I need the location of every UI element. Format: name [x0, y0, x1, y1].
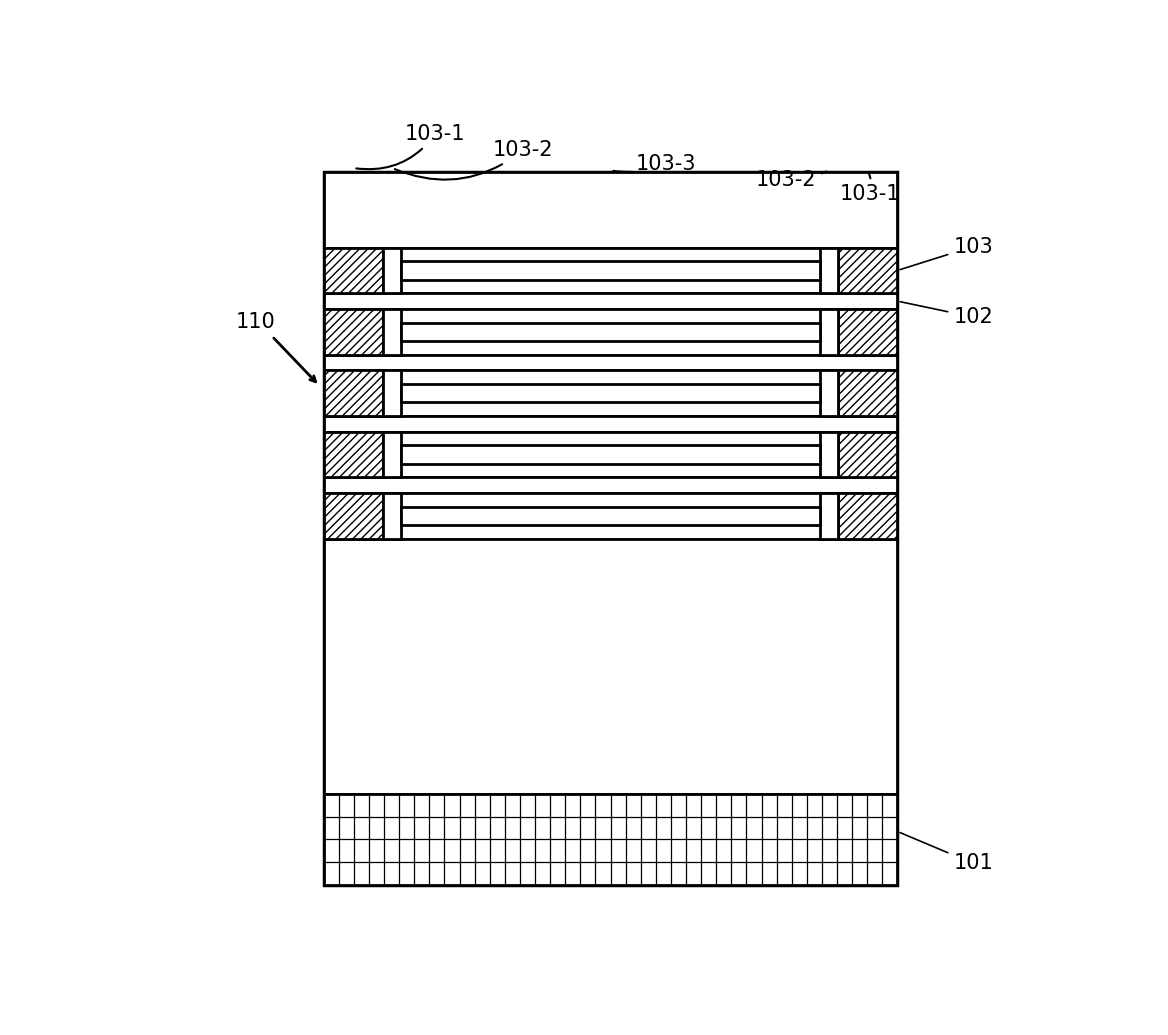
- Bar: [820, 494, 837, 538]
- Bar: [324, 309, 383, 355]
- Bar: [383, 309, 401, 355]
- Bar: [401, 262, 820, 279]
- Bar: [324, 432, 383, 477]
- Bar: [324, 172, 897, 885]
- Bar: [324, 494, 897, 538]
- Bar: [324, 416, 897, 432]
- Bar: [324, 371, 383, 416]
- Bar: [324, 477, 897, 494]
- Bar: [383, 371, 401, 416]
- Bar: [837, 371, 897, 416]
- Bar: [324, 538, 897, 794]
- Bar: [324, 309, 897, 355]
- Text: 103-1: 103-1: [356, 124, 466, 169]
- Bar: [324, 432, 897, 477]
- Bar: [837, 494, 897, 538]
- Text: 103-2: 103-2: [756, 170, 826, 189]
- Bar: [324, 371, 897, 416]
- Text: 103-2: 103-2: [395, 140, 554, 180]
- Bar: [837, 247, 897, 293]
- Text: 102: 102: [901, 301, 993, 327]
- Bar: [401, 384, 820, 403]
- Text: 110: 110: [236, 312, 276, 332]
- Bar: [383, 432, 401, 477]
- Bar: [324, 794, 897, 885]
- Bar: [324, 172, 897, 247]
- Bar: [837, 309, 897, 355]
- Text: 101: 101: [901, 832, 993, 874]
- Text: 103-3: 103-3: [613, 153, 696, 174]
- Bar: [820, 247, 837, 293]
- Bar: [401, 323, 820, 341]
- Bar: [324, 247, 897, 293]
- Bar: [383, 494, 401, 538]
- Bar: [401, 507, 820, 525]
- Bar: [820, 309, 837, 355]
- Bar: [324, 355, 897, 371]
- Bar: [324, 293, 897, 309]
- Bar: [820, 432, 837, 477]
- Text: 103-1: 103-1: [840, 173, 899, 204]
- Bar: [383, 247, 401, 293]
- Text: 103: 103: [901, 237, 993, 269]
- Bar: [820, 371, 837, 416]
- Bar: [401, 445, 820, 464]
- Bar: [324, 247, 383, 293]
- Bar: [837, 432, 897, 477]
- Bar: [324, 494, 383, 538]
